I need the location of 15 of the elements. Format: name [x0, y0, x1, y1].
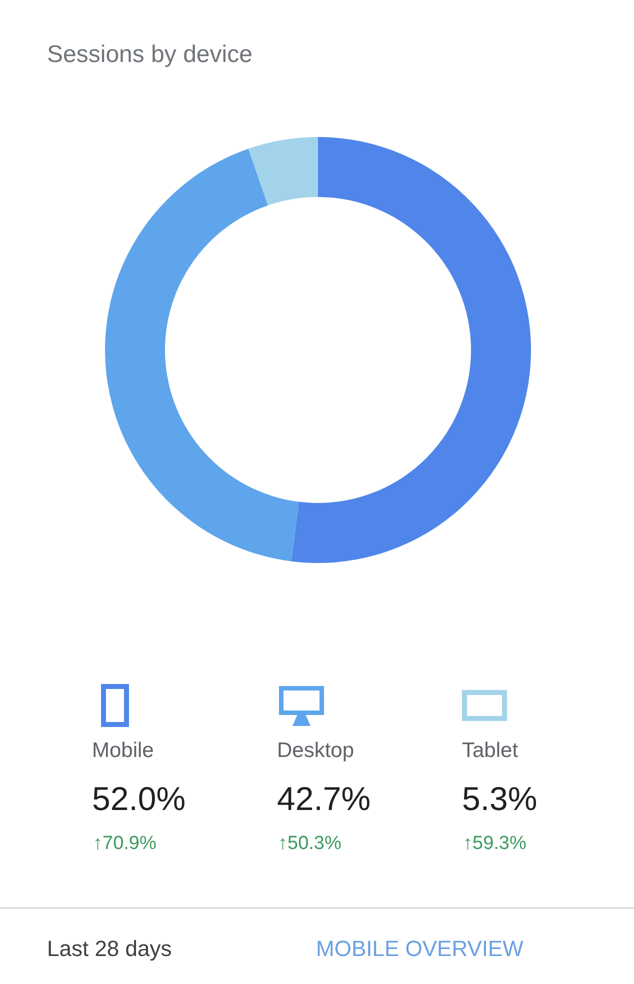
data-label: 52.0% — [92, 780, 186, 817]
donut-slice — [105, 148, 299, 562]
text: ↑59.3% — [463, 833, 526, 854]
legend-label: Desktop — [277, 739, 354, 762]
legend-label: Tablet — [462, 739, 518, 762]
text: MOBILE OVERVIEW — [316, 936, 524, 961]
data-label: 5.3% — [462, 780, 538, 817]
donut-slice — [248, 137, 318, 206]
text: Last 28 days — [47, 936, 172, 961]
text: ↑70.9% — [93, 833, 156, 854]
legend-label: Mobile — [92, 739, 154, 762]
text: ↑50.3% — [278, 833, 342, 854]
chart-title: Sessions by device — [47, 41, 252, 68]
data-label: 42.7% — [277, 780, 371, 817]
donut-slice — [291, 137, 531, 563]
